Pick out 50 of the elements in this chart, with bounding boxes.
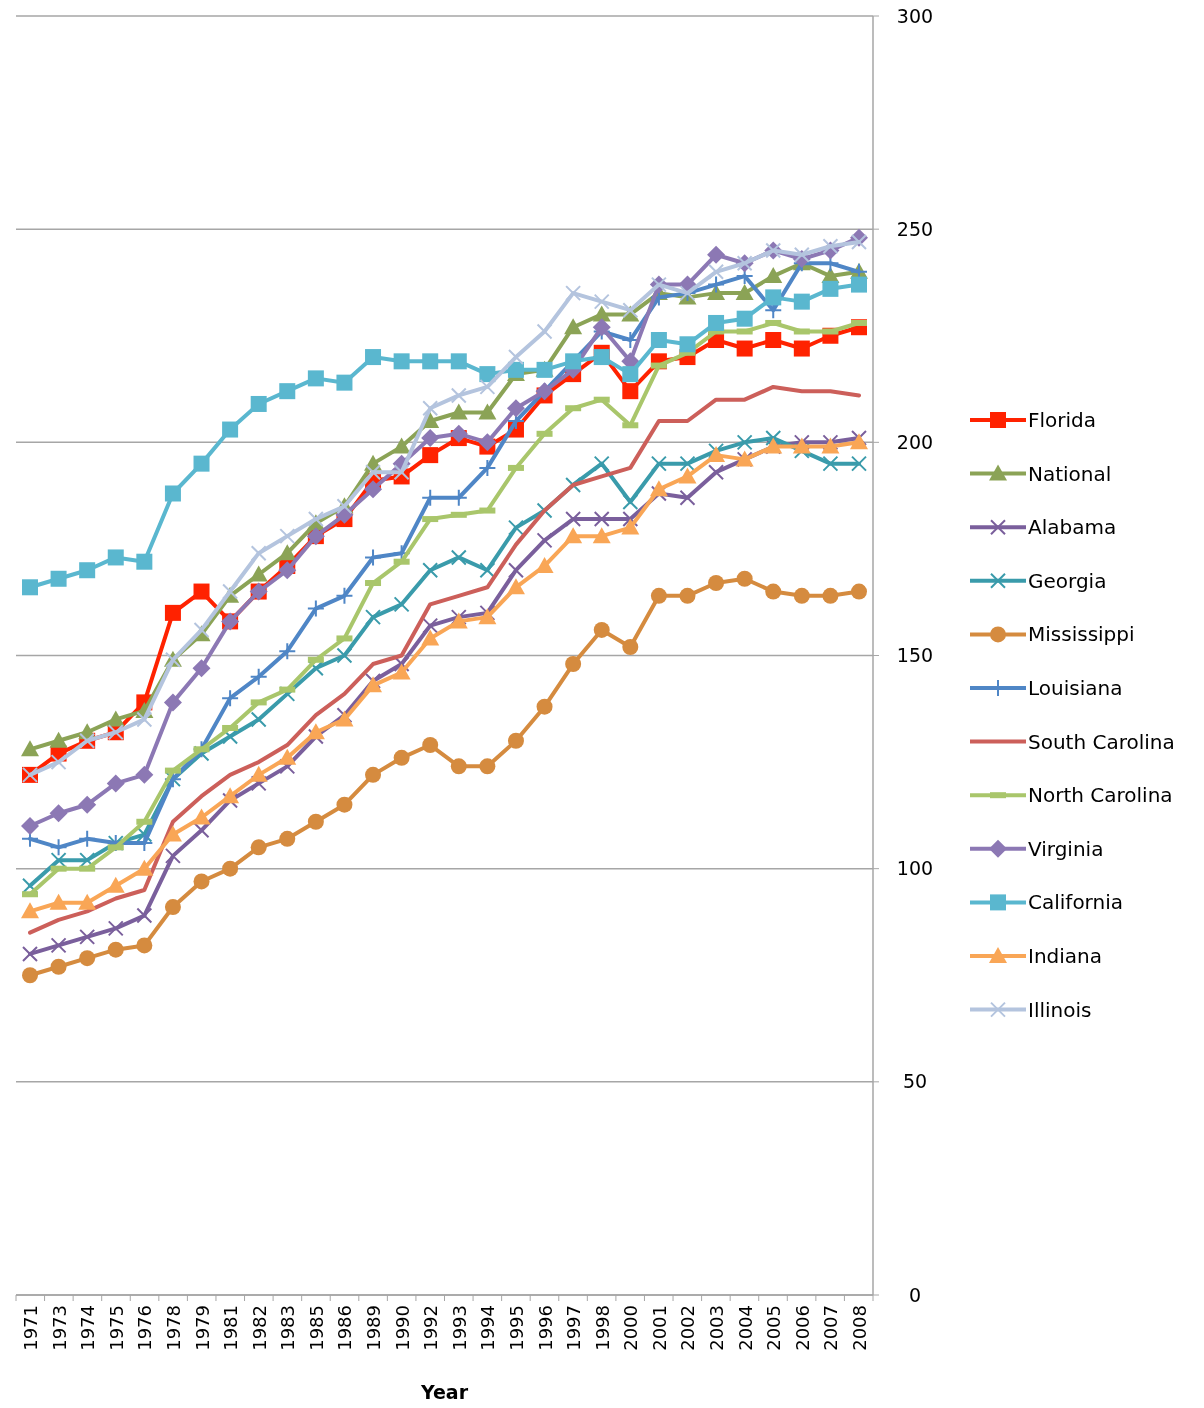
x-tick-label: 2000 bbox=[620, 1305, 642, 1351]
legend-label: California bbox=[1028, 890, 1123, 915]
legend-label: Mississippi bbox=[1028, 622, 1135, 647]
legend-label: South Carolina bbox=[1028, 729, 1175, 754]
x-tick-label: 1990 bbox=[391, 1305, 413, 1351]
legend-label: Georgia bbox=[1028, 568, 1107, 593]
legend-label: Virginia bbox=[1028, 836, 1104, 861]
y-tick-label: 0 bbox=[908, 1283, 922, 1306]
x-tick-label: 1975 bbox=[105, 1305, 127, 1351]
legend-label: Indiana bbox=[1028, 944, 1103, 968]
legend-label: Illinois bbox=[1028, 997, 1092, 1022]
y-tick-label: 150 bbox=[896, 644, 934, 667]
x-tick-label: 1996 bbox=[534, 1305, 556, 1351]
y-tick-label: 250 bbox=[896, 217, 934, 240]
y-tick-label: 50 bbox=[902, 1070, 928, 1093]
x-tick-label: 1993 bbox=[448, 1305, 470, 1351]
x-tick-label: 1995 bbox=[505, 1305, 527, 1351]
x-tick-label: 1992 bbox=[420, 1305, 442, 1351]
y-tick-label: 300 bbox=[896, 4, 934, 27]
x-tick-label: 1985 bbox=[305, 1305, 327, 1351]
x-tick-label: 2006 bbox=[791, 1305, 813, 1351]
x-tick-label: 2007 bbox=[820, 1305, 842, 1351]
x-tick-label: 2008 bbox=[849, 1305, 870, 1351]
x-tick-label: 1994 bbox=[477, 1305, 499, 1351]
x-tick-label: 1973 bbox=[48, 1305, 70, 1351]
legend-label: National bbox=[1028, 461, 1112, 486]
legend-label: Florida bbox=[1028, 408, 1097, 432]
x-tick-label: 2002 bbox=[677, 1305, 699, 1351]
x-axis-title: Year bbox=[419, 1381, 469, 1403]
x-tick-label: 1971 bbox=[20, 1305, 41, 1351]
x-tick-label: 1978 bbox=[162, 1305, 184, 1351]
x-tick-label: 1998 bbox=[591, 1305, 613, 1351]
x-tick-label: 2004 bbox=[734, 1305, 756, 1351]
x-tick-label: 2001 bbox=[648, 1305, 670, 1351]
x-tick-label: 1989 bbox=[363, 1305, 385, 1351]
x-tick-label: 1986 bbox=[334, 1305, 356, 1351]
x-tick-label: 1976 bbox=[134, 1305, 156, 1351]
x-tick-label: 1982 bbox=[248, 1305, 270, 1351]
legend-label: North Carolina bbox=[1028, 783, 1173, 808]
x-tick-label: 1997 bbox=[563, 1305, 585, 1351]
x-tick-label: 1974 bbox=[77, 1305, 99, 1351]
x-tick-label: 2005 bbox=[763, 1305, 785, 1351]
x-tick-label: 1983 bbox=[277, 1305, 299, 1351]
legend-label: Alabama bbox=[1028, 515, 1117, 540]
x-tick-label: 2003 bbox=[706, 1305, 728, 1351]
y-tick-label: 200 bbox=[896, 430, 934, 453]
x-tick-label: 1979 bbox=[191, 1305, 213, 1351]
x-tick-label: 1981 bbox=[220, 1305, 242, 1351]
y-tick-label: 100 bbox=[896, 857, 934, 880]
legend-label: Louisiana bbox=[1028, 676, 1123, 700]
